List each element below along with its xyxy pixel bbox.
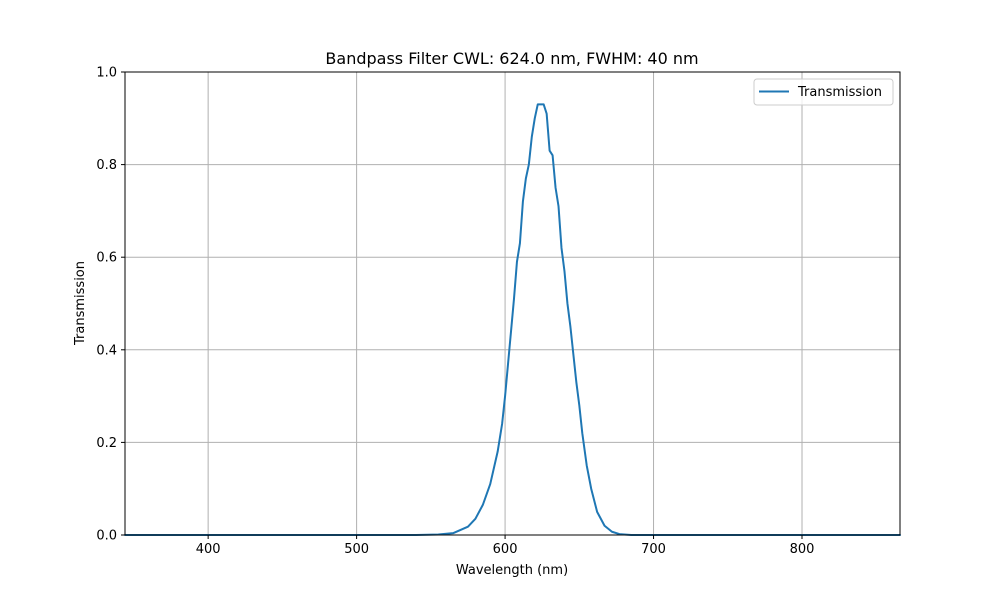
y-tick-label: 0.2 — [96, 436, 117, 451]
ticks: 400 500 600 700 800 0.0 0.2 0.4 0.6 0.8 1.0 — [96, 66, 814, 558]
y-axis-label: Transmission — [73, 261, 88, 346]
y-tick-label: 1.0 — [96, 66, 117, 81]
series-line-transmission — [124, 103, 901, 536]
legend: Transmission — [753, 78, 894, 106]
legend-box — [753, 78, 894, 106]
x-tick-label: 500 — [344, 542, 369, 557]
plot-frame — [124, 71, 901, 536]
x-axis-label: Wavelength (nm) — [456, 563, 568, 578]
x-tick-label: 800 — [790, 542, 815, 557]
x-tick-label: 400 — [196, 542, 221, 557]
y-tick-label: 0.6 — [96, 251, 117, 266]
y-tick-label: 0.4 — [96, 343, 117, 358]
legend-label-transmission: Transmission — [797, 85, 882, 100]
x-tick-label: 600 — [493, 542, 518, 557]
x-tick-label: 700 — [641, 542, 666, 557]
y-tick-label: 0.8 — [96, 158, 117, 173]
chart-title: Bandpass Filter CWL: 624.0 nm, FWHM: 40 … — [325, 49, 698, 68]
series-layer — [124, 103, 901, 536]
y-tick-label: 0.0 — [96, 529, 117, 544]
